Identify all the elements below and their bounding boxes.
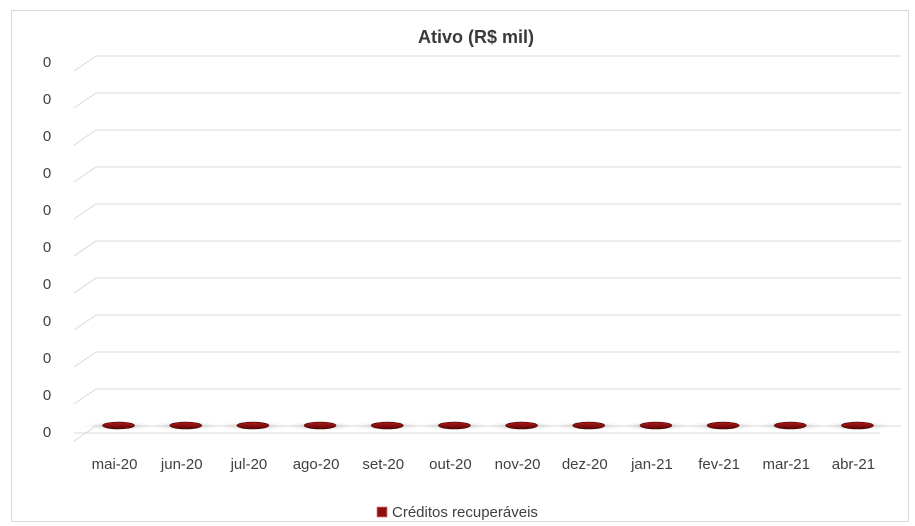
bar-ago-20: [303, 421, 337, 430]
bar-abr-21: [841, 421, 874, 430]
gridline: [73, 388, 901, 405]
x-tick-label: mar-21: [762, 456, 810, 473]
x-tick-label: jul-20: [230, 456, 268, 473]
bar-jan-21: [639, 421, 673, 430]
x-tick-label: fev-21: [698, 456, 740, 473]
gridline: [73, 351, 901, 368]
x-tick-label: out-20: [429, 456, 472, 473]
y-tick-label: 0: [43, 202, 51, 219]
y-tick-label: 0: [43, 54, 51, 71]
gridline: [73, 314, 901, 331]
x-tick-label: set-20: [362, 456, 404, 473]
legend-swatch: [376, 506, 388, 518]
bar-mar-21: [773, 421, 807, 430]
x-tick-label: mai-20: [92, 456, 138, 473]
x-tick-label: dez-20: [562, 456, 608, 473]
y-tick-label: 0: [43, 91, 51, 108]
y-tick-label: 0: [43, 387, 51, 404]
legend-label: Créditos recuperáveis: [392, 504, 538, 521]
gridline: [73, 240, 901, 257]
bar-fev-21: [706, 421, 740, 430]
gridlines: [73, 55, 901, 442]
y-tick-label: 0: [43, 239, 51, 256]
x-tick-label: abr-21: [832, 456, 875, 473]
bar-jul-20: [236, 421, 270, 430]
series-marks: [78, 421, 898, 431]
bar-jun-20: [169, 421, 203, 430]
chart-title: Ativo (R$ mil): [418, 27, 534, 47]
y-tick-label: 0: [43, 424, 51, 441]
bar-nov-20: [505, 421, 538, 430]
bar-out-20: [438, 421, 471, 430]
bar-dez-20: [572, 421, 606, 430]
x-tick-label: ago-20: [293, 456, 340, 473]
gridline: [73, 166, 901, 183]
y-tick-label: 0: [43, 128, 51, 145]
gridline: [73, 92, 901, 109]
chart-frame: [11, 10, 909, 522]
gridline: [73, 203, 901, 220]
y-tick-label: 0: [43, 313, 51, 330]
x-axis-ticks: mai-20 jun-20 jul-20 ago-20 set-20 out-20 nov-…: [92, 456, 875, 473]
bar-set-20: [370, 421, 404, 430]
x-tick-label: nov-20: [495, 456, 541, 473]
bar-mai-20: [102, 421, 135, 430]
gridline: [73, 55, 901, 72]
x-tick-label: jun-20: [160, 456, 203, 473]
legend: Créditos recuperáveis: [376, 504, 538, 521]
y-axis-ticks: 0 0 0 0 0 0 0 0 0 0 0: [43, 54, 51, 441]
gridline: [73, 129, 901, 146]
x-tick-label: jan-21: [630, 456, 673, 473]
y-tick-label: 0: [43, 165, 51, 182]
y-tick-label: 0: [43, 276, 51, 293]
y-tick-label: 0: [43, 350, 51, 367]
gridline: [73, 277, 901, 294]
